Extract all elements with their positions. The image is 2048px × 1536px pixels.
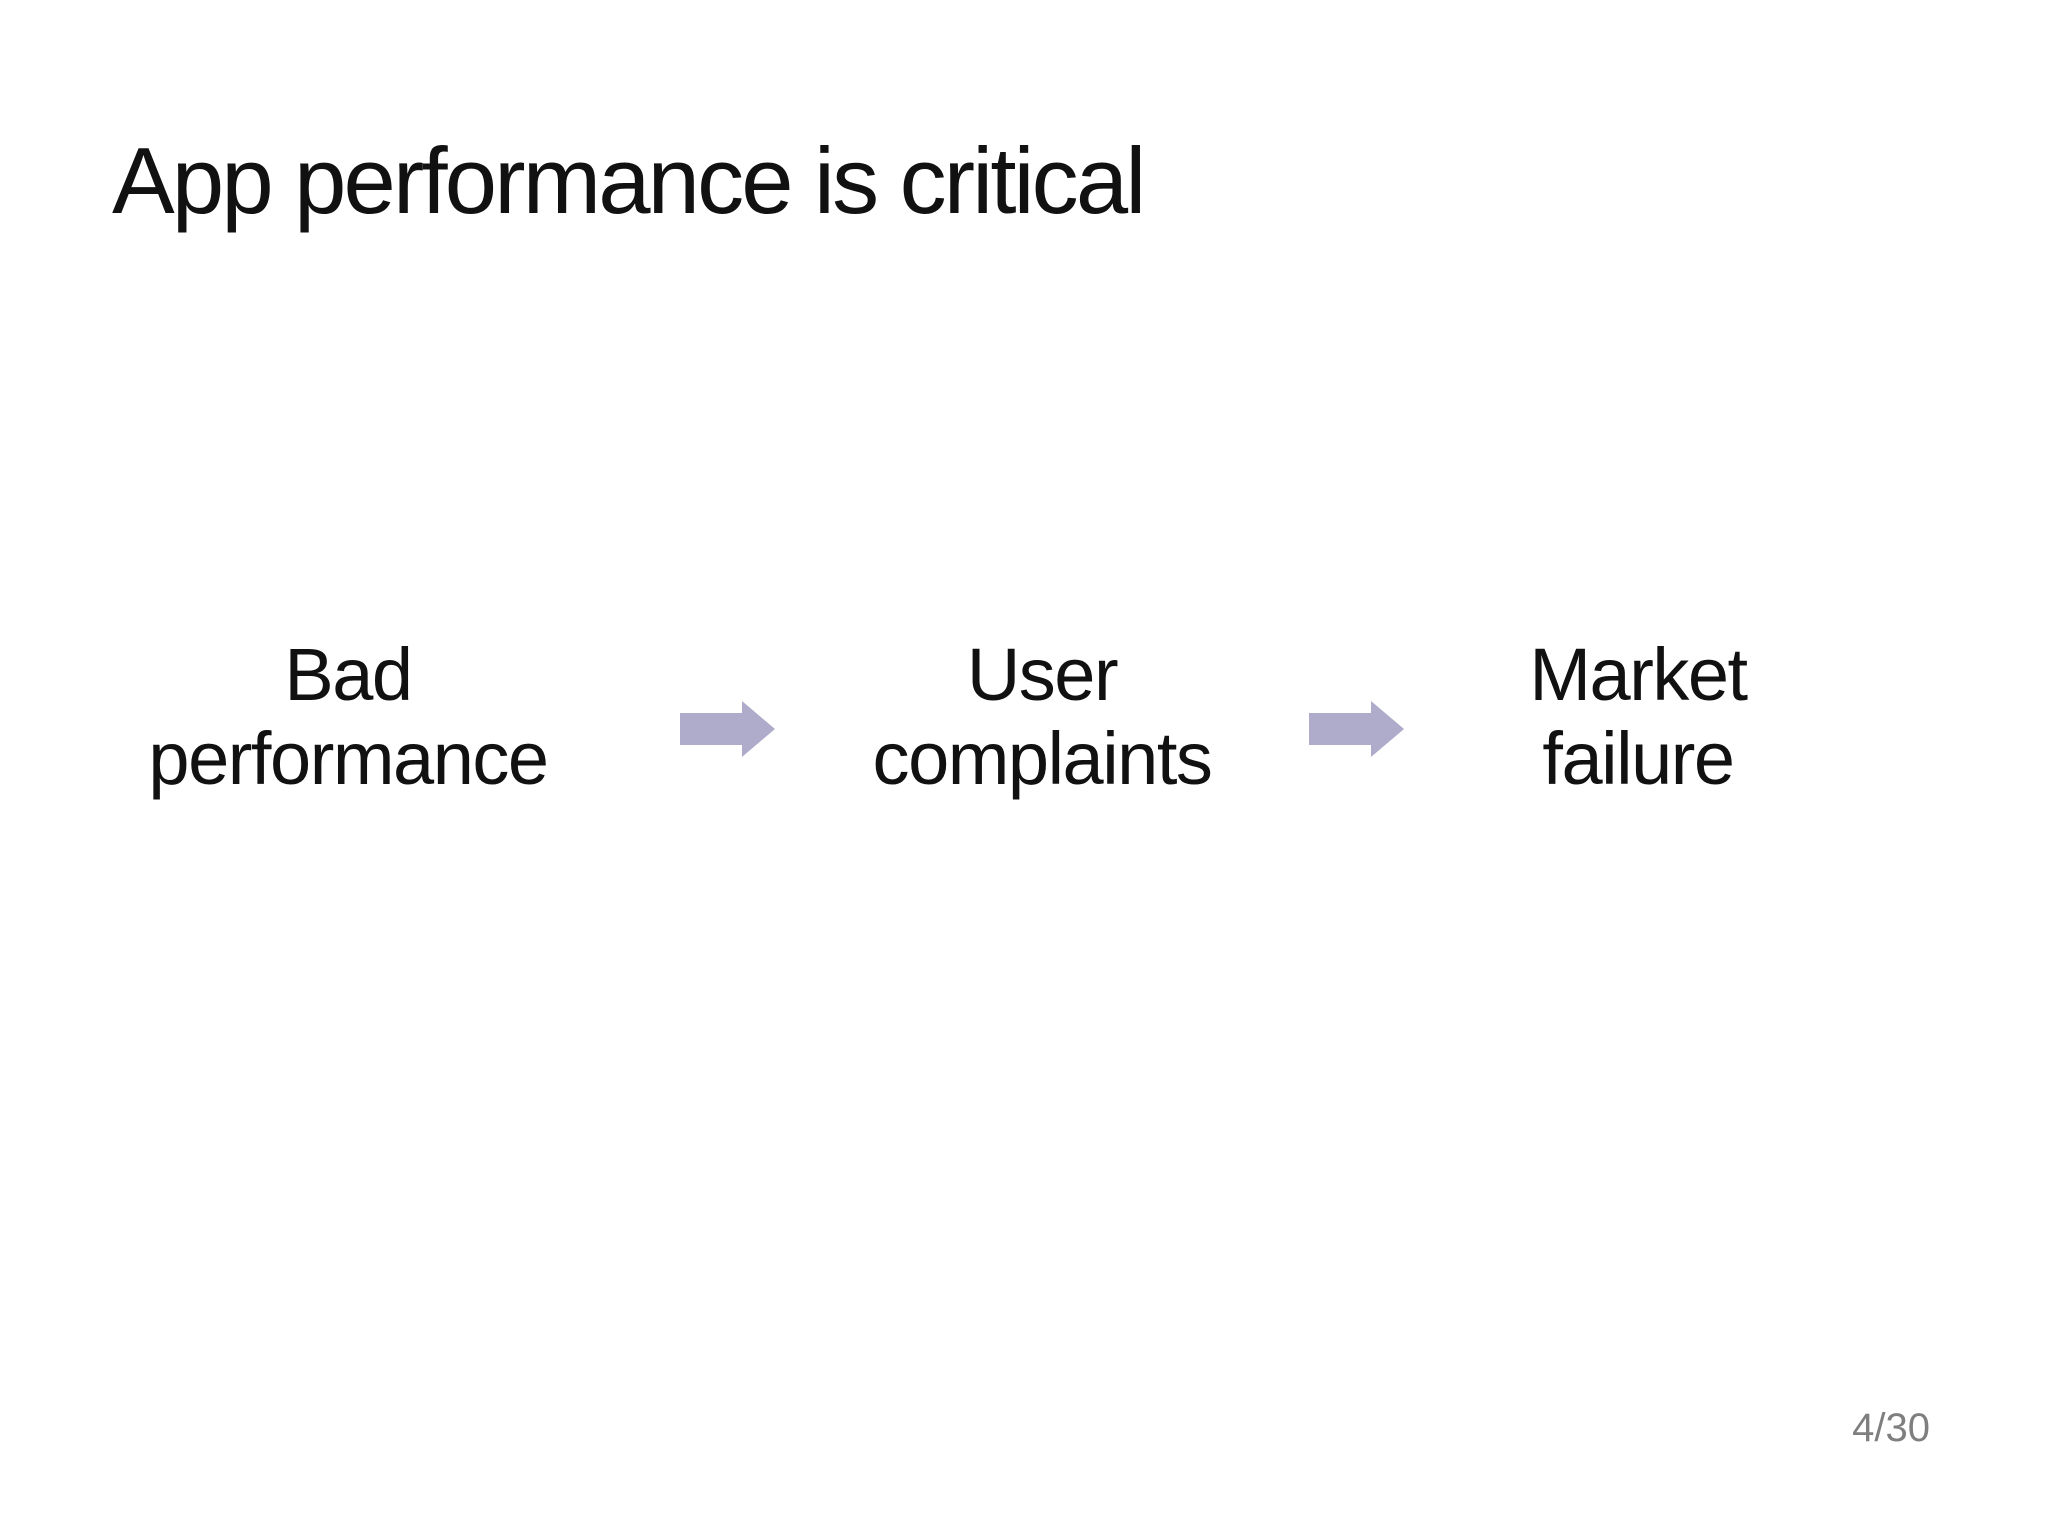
right-arrow-shape	[1309, 701, 1404, 757]
flow-step-bad-performance: Bad performance	[148, 633, 549, 800]
right-arrow-shape	[680, 701, 775, 757]
flow-step-market-failure: Market failure	[1529, 633, 1748, 800]
slide-title: App performance is critical	[112, 128, 1146, 233]
right-arrow-icon	[1309, 701, 1404, 757]
flow-step-user-complaints: User complaints	[872, 633, 1213, 800]
page-number: 4/30	[1852, 1406, 1930, 1450]
right-arrow-icon	[680, 701, 775, 757]
